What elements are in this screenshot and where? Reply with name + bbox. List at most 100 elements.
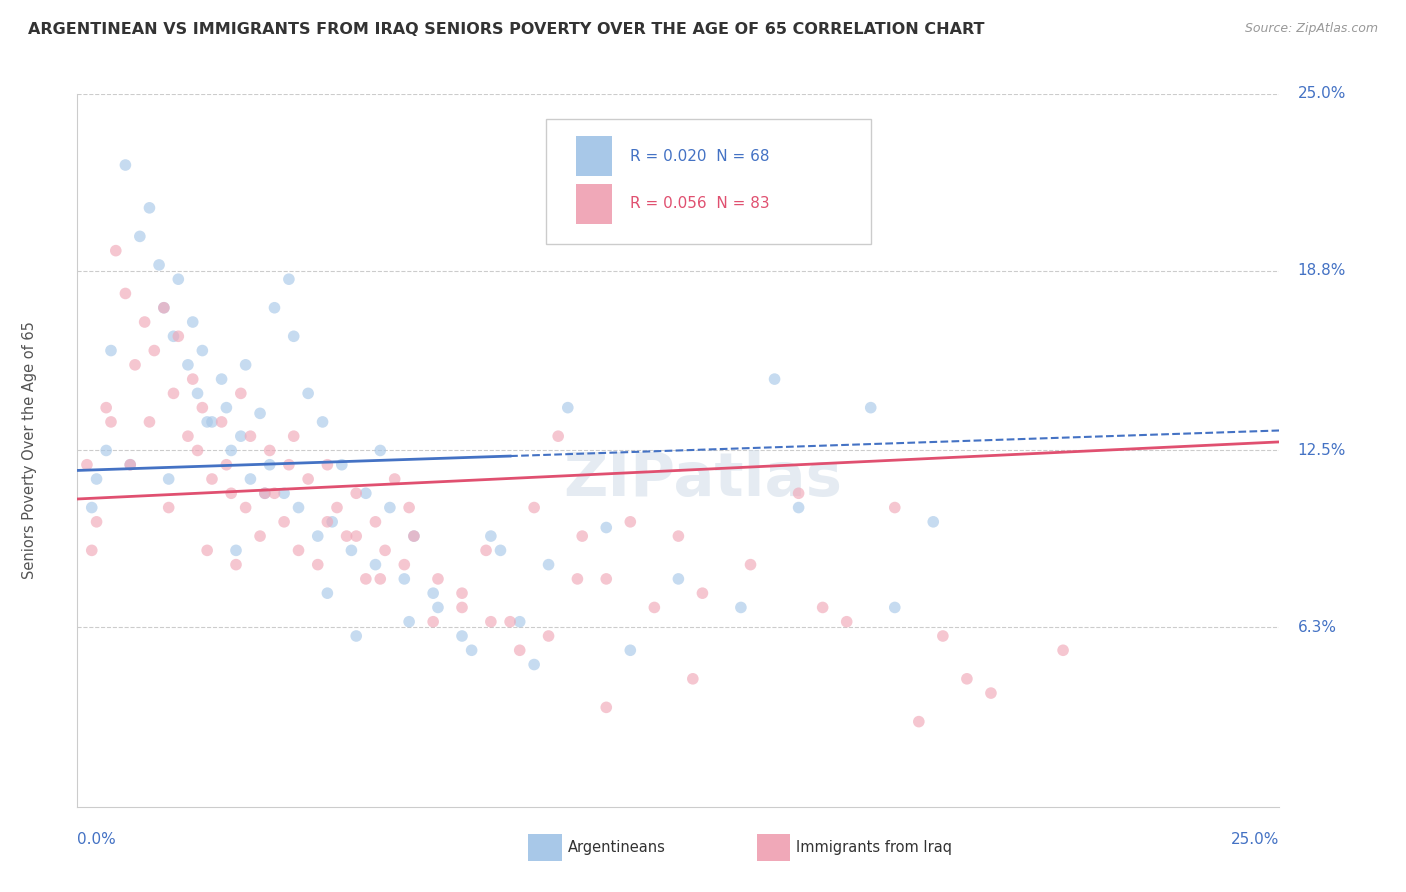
Point (811, 600, 834, 615)
Point (229, 386, 252, 401)
Point (619, 643, 641, 657)
Point (398, 615, 420, 629)
Point (114, 158, 136, 172)
Point (201, 415, 224, 429)
Point (475, 543, 498, 558)
Point (195, 415, 218, 429)
Point (273, 486, 295, 500)
Text: 25.0%: 25.0% (1298, 87, 1346, 101)
Point (162, 386, 184, 401)
FancyBboxPatch shape (756, 834, 790, 861)
Point (186, 386, 209, 401)
Point (124, 358, 146, 372)
Text: ZIPatlas: ZIPatlas (562, 450, 842, 508)
Point (181, 372, 204, 386)
Point (368, 572, 391, 586)
Point (682, 672, 704, 686)
Point (643, 600, 665, 615)
Point (980, 686, 1002, 700)
Point (668, 529, 690, 543)
Point (277, 272, 299, 286)
Point (460, 643, 482, 657)
Point (191, 343, 214, 358)
Point (181, 315, 204, 329)
Point (153, 301, 176, 315)
Text: 25.0%: 25.0% (1232, 832, 1279, 847)
Point (100, 343, 122, 358)
Point (86, 515, 108, 529)
Point (787, 486, 810, 500)
Point (80, 543, 103, 558)
Point (394, 572, 416, 586)
Point (336, 529, 359, 543)
Point (195, 543, 218, 558)
Point (157, 472, 180, 486)
Point (100, 415, 122, 429)
Point (76, 458, 98, 472)
Point (215, 401, 238, 415)
Point (120, 458, 142, 472)
Point (499, 615, 522, 629)
Point (263, 486, 285, 500)
Point (557, 401, 579, 415)
Point (307, 529, 329, 543)
Point (730, 600, 752, 615)
Point (229, 429, 252, 443)
Point (138, 415, 160, 429)
FancyBboxPatch shape (546, 119, 870, 244)
Text: R = 0.056  N = 83: R = 0.056 N = 83 (630, 196, 770, 211)
Point (287, 500, 309, 515)
Point (489, 543, 512, 558)
Point (567, 572, 589, 586)
Point (297, 386, 319, 401)
Point (479, 615, 502, 629)
Point (167, 329, 190, 343)
Point (740, 558, 762, 572)
Point (211, 415, 233, 429)
Point (364, 515, 387, 529)
Point (932, 629, 955, 643)
Point (283, 329, 305, 343)
Point (249, 406, 271, 420)
Point (311, 415, 333, 429)
Point (259, 458, 281, 472)
Point (547, 429, 569, 443)
Text: 18.8%: 18.8% (1298, 263, 1346, 278)
Point (283, 429, 305, 443)
Point (595, 700, 617, 714)
Point (86, 472, 108, 486)
Point (219, 486, 242, 500)
Point (692, 586, 714, 600)
Point (96, 401, 118, 415)
Point (883, 500, 905, 515)
Point (235, 358, 257, 372)
Point (668, 572, 690, 586)
Point (259, 443, 281, 458)
Point (344, 529, 367, 543)
Point (287, 543, 309, 558)
Point (523, 500, 546, 515)
Point (384, 472, 406, 486)
Point (191, 401, 214, 415)
Point (427, 572, 450, 586)
Point (167, 272, 190, 286)
Point (908, 714, 931, 729)
Point (177, 358, 200, 372)
Point (374, 543, 396, 558)
Point (186, 443, 209, 458)
Point (378, 500, 401, 515)
Point (595, 520, 617, 534)
Point (402, 529, 425, 543)
Point (330, 458, 353, 472)
Point (143, 343, 166, 358)
Text: Seniors Poverty Over the Age of 65: Seniors Poverty Over the Age of 65 (21, 321, 37, 580)
Point (128, 229, 150, 244)
Point (316, 515, 339, 529)
Point (859, 401, 882, 415)
Text: 6.3%: 6.3% (1298, 620, 1337, 635)
Point (277, 458, 299, 472)
Point (201, 472, 224, 486)
Point (235, 500, 257, 515)
Point (104, 244, 127, 258)
Point (422, 615, 444, 629)
